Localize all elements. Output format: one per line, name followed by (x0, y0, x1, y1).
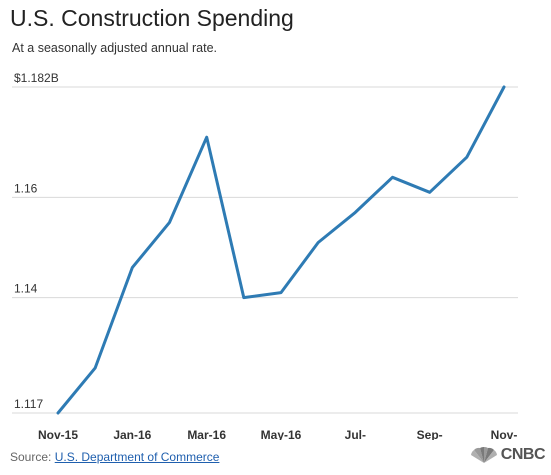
x-tick-label: Mar-16 (187, 428, 226, 440)
x-tick-label-line: Nov-15 (38, 428, 78, 440)
y-axis-labels: 1.117 1.14 1.16 $1.182B (14, 71, 59, 411)
peacock-icon (470, 446, 497, 463)
x-tick-label-line: May-16 (261, 428, 302, 440)
y-tick-label: 1.14 (14, 282, 38, 296)
y-tick-label: 1.16 (14, 181, 38, 195)
x-tick-label: May-16 (261, 428, 302, 440)
x-tick-label: Jan-16 (113, 428, 151, 440)
x-tick-label-line: Jul- (345, 428, 366, 440)
cnbc-logo: CNBC (469, 446, 546, 464)
source-label: Source: (10, 450, 52, 464)
x-tick-label: Jul-16 (345, 428, 366, 440)
chart-subtitle: At a seasonally adjusted annual rate. (12, 41, 217, 55)
x-tick-label-line: Mar-16 (187, 428, 226, 440)
source-note: Source: U.S. Department of Commerce (10, 450, 219, 464)
y-tick-label: $1.182B (14, 71, 59, 85)
y-tick-label: 1.117 (14, 397, 43, 411)
logo-text: CNBC (500, 446, 546, 463)
source-link[interactable]: U.S. Department of Commerce (54, 450, 220, 464)
chart-title: U.S. Construction Spending (10, 5, 294, 31)
x-tick-label-line: Sep- (417, 428, 443, 440)
x-tick-label: Sep-16 (417, 428, 443, 440)
x-tick-label-line: Nov- (491, 428, 518, 440)
grid-lines (12, 86, 518, 414)
x-tick-label: Nov-16 (491, 428, 518, 440)
series-group (56, 85, 506, 415)
x-axis-labels: Nov-15 Jan-16 Mar-16 May-16 Jul-16 Sep-16 Nov-… (38, 428, 517, 440)
x-tick-label: Nov-15 (38, 428, 78, 440)
series-line (56, 85, 506, 415)
line-chart: 1.117 1.14 1.16 $1.182B Nov-15 Jan-16 Mar-16 M… (12, 71, 518, 440)
x-tick-label-line: Jan-16 (113, 428, 151, 440)
